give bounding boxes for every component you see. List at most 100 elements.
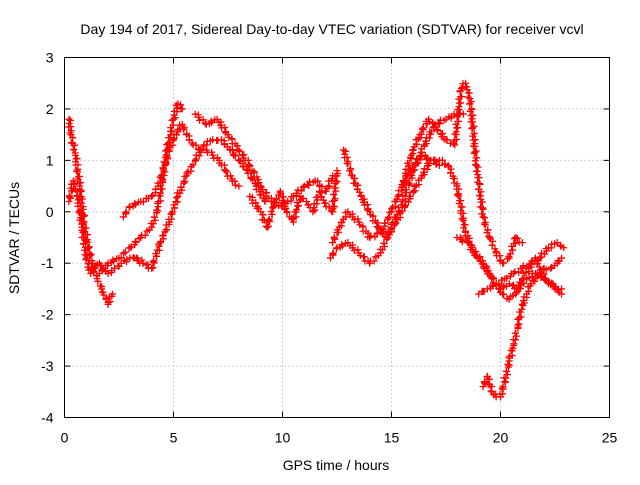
marker-trail <box>129 198 142 210</box>
marker-trail <box>154 164 168 187</box>
marker-trail <box>330 226 342 243</box>
series-arc-5 <box>130 136 269 272</box>
data-point <box>501 378 509 385</box>
marker-trail <box>375 224 389 241</box>
marker-trail <box>421 152 431 163</box>
x-tick-label: 10 <box>275 430 291 446</box>
marker-trail <box>450 87 466 146</box>
marker-trail <box>70 180 81 199</box>
marker-trail <box>536 265 548 276</box>
data-point <box>148 192 156 200</box>
marker-trail <box>466 241 480 260</box>
data-point <box>261 198 269 205</box>
marker-trail <box>215 118 230 137</box>
marker-trail <box>114 262 123 270</box>
marker-trail <box>434 116 448 128</box>
marker-trail <box>292 183 307 199</box>
marker-trail <box>157 220 173 245</box>
marker-trail <box>329 170 342 213</box>
marker-trail <box>505 344 517 362</box>
marker-trail <box>78 226 91 260</box>
data-point <box>108 290 116 298</box>
marker-trail <box>500 360 513 382</box>
series-arc-13 <box>479 254 566 401</box>
marker-trail <box>248 193 263 213</box>
marker-trail <box>165 194 182 223</box>
marker-trail <box>509 281 519 293</box>
marker-trail <box>325 203 335 215</box>
data-point <box>222 167 230 175</box>
marker-trail <box>106 292 116 306</box>
marker-trail <box>236 157 251 173</box>
marker-trail <box>548 262 559 271</box>
series-arc-8 <box>326 109 467 267</box>
data-point <box>558 254 566 262</box>
marker-trail <box>359 195 372 214</box>
data-point <box>191 156 199 164</box>
chart-title: Day 194 of 2017, Sidereal Day-to-day VTE… <box>80 21 583 37</box>
marker-trail <box>431 156 441 166</box>
marker-trail <box>138 226 153 239</box>
data-point <box>547 264 555 272</box>
data-point <box>209 151 217 159</box>
marker-trail <box>554 286 561 294</box>
marker-trail <box>149 185 160 199</box>
marker-trail <box>329 245 340 259</box>
marker-trail <box>107 267 116 276</box>
marker-trail <box>529 277 539 285</box>
data-point <box>486 234 494 241</box>
data-point <box>263 223 271 231</box>
marker-trail <box>65 117 75 137</box>
marker-trail <box>210 154 221 162</box>
marker-trail <box>500 255 511 267</box>
data-point <box>518 239 526 247</box>
points-layer <box>65 79 568 401</box>
marker-trail <box>163 116 177 153</box>
marker-trail <box>204 148 216 156</box>
series-arc-4 <box>119 120 243 221</box>
series-arc-3 <box>95 100 186 277</box>
data-point <box>560 244 568 252</box>
marker-trail <box>185 132 196 147</box>
marker-trail <box>194 111 209 127</box>
y-tick-label: 2 <box>46 101 54 117</box>
marker-trail <box>503 270 515 282</box>
marker-trail <box>445 163 461 188</box>
series-arc-14 <box>475 239 568 298</box>
marker-trail <box>410 174 425 195</box>
data-point <box>512 234 520 241</box>
marker-trail <box>459 80 467 91</box>
marker-trail <box>203 137 214 149</box>
x-tick-label: 25 <box>602 430 618 446</box>
marker-trail <box>129 253 137 261</box>
marker-trail <box>472 163 487 218</box>
marker-trail <box>127 235 143 251</box>
y-tick-label: 3 <box>46 50 54 66</box>
marker-trail <box>67 133 79 157</box>
marker-trail <box>480 214 493 240</box>
marker-trail <box>525 269 537 282</box>
data-point <box>444 162 452 169</box>
marker-trail <box>235 148 253 169</box>
marker-trail <box>92 261 101 270</box>
marker-trail <box>317 189 329 207</box>
x-tick-label: 15 <box>384 430 400 446</box>
marker-trail <box>554 257 563 265</box>
marker-trail <box>478 287 488 296</box>
series-arc-10 <box>340 146 566 298</box>
x-axis-label: GPS time / hours <box>283 457 390 473</box>
marker-trail <box>264 204 277 230</box>
marker-trail <box>466 98 481 168</box>
y-tick-label: -4 <box>41 410 54 426</box>
marker-trail <box>547 240 559 252</box>
data-point <box>401 203 409 211</box>
marker-trail <box>500 290 511 302</box>
marker-trail <box>500 282 510 291</box>
marker-trail <box>399 168 416 204</box>
marker-trail <box>87 266 98 275</box>
marker-trail <box>367 229 381 241</box>
marker-trail <box>341 147 355 179</box>
marker-trail <box>487 281 497 292</box>
data-point <box>126 244 134 252</box>
marker-trail <box>216 159 229 174</box>
